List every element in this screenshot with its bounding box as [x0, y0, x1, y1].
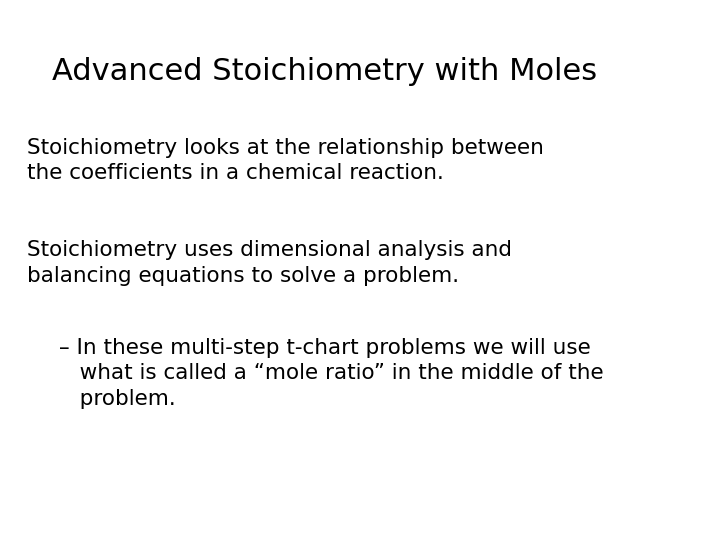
- Text: Stoichiometry looks at the relationship between
the coefficients in a chemical r: Stoichiometry looks at the relationship …: [27, 138, 544, 183]
- Text: – In these multi-step t-chart problems we will use
   what is called a “mole rat: – In these multi-step t-chart problems w…: [59, 338, 603, 409]
- Text: Stoichiometry uses dimensional analysis and
balancing equations to solve a probl: Stoichiometry uses dimensional analysis …: [27, 240, 513, 286]
- Text: Advanced Stoichiometry with Moles: Advanced Stoichiometry with Moles: [52, 57, 597, 86]
